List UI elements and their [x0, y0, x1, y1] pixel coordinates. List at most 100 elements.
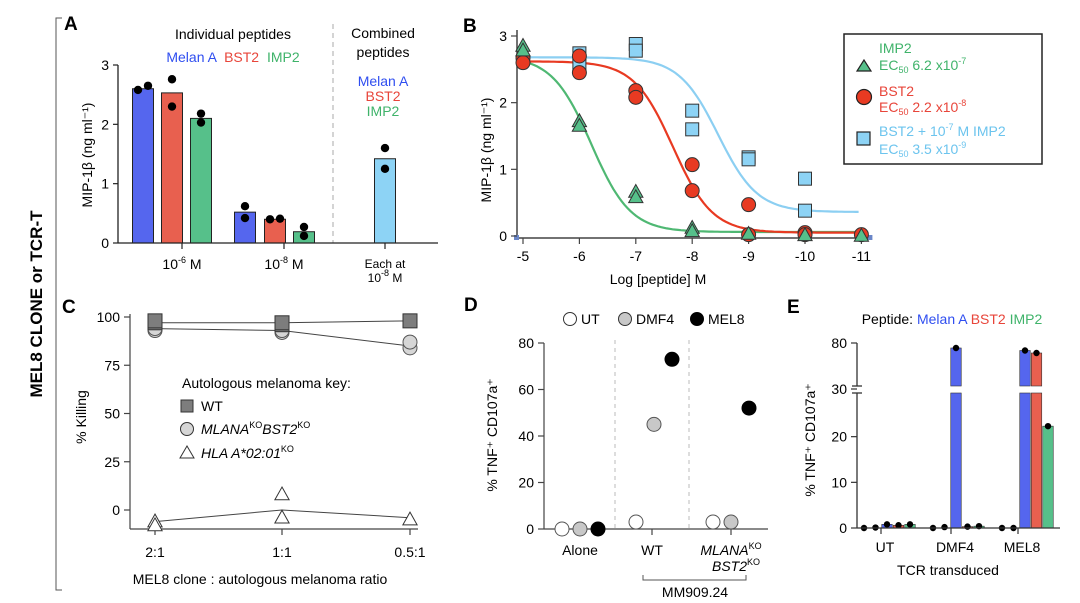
bar-imp2 — [1042, 425, 1054, 529]
bar-melan-a — [132, 88, 154, 244]
data-point — [380, 143, 390, 153]
data-point-square — [798, 203, 812, 218]
legend-bst2: BST2 — [224, 49, 259, 65]
legend-imp2-marker — [855, 58, 873, 72]
data-point — [1021, 347, 1029, 354]
data-point-ut — [705, 514, 721, 530]
legend-ut-label: UT — [581, 311, 600, 327]
data-point-triangle — [147, 516, 163, 532]
data-point-triangle — [515, 42, 531, 57]
legend-imp2-name: IMP2 — [879, 40, 912, 56]
bar-melan-a — [1019, 350, 1031, 387]
panel-a-ylabel: MIP-1β (ng ml⁻¹) — [79, 103, 95, 208]
data-point — [167, 75, 177, 84]
panel-c-ytick-label: 50 — [104, 406, 120, 422]
panel-e-title: Peptide: Melan A BST2 IMP2 — [862, 311, 1043, 327]
panel-e-ytick-label: 10 — [831, 474, 847, 490]
data-point — [941, 523, 948, 531]
panel-d-ytick-label: 60 — [518, 382, 534, 398]
data-point-circle — [684, 183, 700, 199]
panel-a-xtick-label: 10-6 M — [162, 255, 201, 272]
legend-e-imp2: IMP2 — [1010, 311, 1043, 327]
data-point — [299, 222, 309, 232]
panel-a-chart: Individual peptides Melan A BST2 IMP2 Co… — [79, 24, 438, 285]
data-point-triangle — [740, 225, 757, 240]
data-point-square — [741, 152, 756, 167]
data-point-triangle — [274, 509, 290, 524]
legend-bst2-marker — [855, 88, 873, 106]
combined-legend-melan-a: Melan A — [358, 73, 409, 89]
data-point-circle — [571, 48, 587, 64]
panel-d-axes: 0 20 40 60 80 — [518, 335, 768, 537]
panel-e-ylabel: % TNF⁺ CD107a⁺ — [802, 383, 818, 496]
data-point — [196, 118, 206, 127]
panel-c-xlabel: MEL8 clone : autologous melanoma ratio — [133, 571, 388, 587]
legend-dmf4-marker — [618, 312, 632, 326]
data-point-circle — [402, 334, 418, 350]
panel-d-points — [554, 351, 757, 537]
panel-a-ytick-label: 2 — [101, 116, 109, 132]
data-point — [167, 102, 177, 111]
panel-d-ylabel: % TNF⁺ CD107a⁺ — [484, 378, 500, 491]
data-point-square — [147, 313, 163, 329]
panel-d-bracket — [642, 575, 747, 581]
panel-d-legend: UT DMF4 MEL8 — [563, 311, 745, 327]
data-point-triangle — [797, 226, 813, 242]
panel-c-ylabel: % Killing — [73, 390, 89, 444]
panel-b-xtick-label: -11 — [852, 248, 871, 264]
panel-b-points — [515, 37, 870, 243]
panel-b-axis-end-marker — [867, 235, 873, 240]
data-point — [299, 231, 309, 241]
side-label: MEL8 CLONE or TCR-T — [27, 210, 46, 398]
data-point-square — [685, 122, 700, 137]
panel-a-xtick-label: 10-8 M — [264, 255, 303, 272]
panel-b-xtick-label: -8 — [686, 248, 699, 264]
panel-e-bars — [860, 344, 1054, 532]
panel-e-chart: Peptide: Melan A BST2 IMP2 % TNF⁺ CD107a… — [802, 311, 1060, 578]
panel-e-ytick-label: 80 — [831, 335, 847, 351]
data-point — [964, 523, 971, 530]
data-point-circle — [628, 89, 644, 105]
panel-c-ytick-label: 75 — [104, 357, 120, 373]
data-point-triangle — [853, 227, 870, 242]
side-bracket — [55, 17, 62, 591]
data-point-triangle — [684, 222, 701, 238]
data-point — [380, 164, 390, 174]
legend-dmf4-label: DMF4 — [636, 311, 674, 327]
panel-label-a: A — [64, 14, 78, 35]
panel-d-ytick-label: 0 — [526, 521, 534, 537]
data-point-ut — [628, 514, 644, 530]
legend-mel8-marker — [690, 312, 704, 326]
data-point-dmf4 — [572, 521, 588, 537]
legend-bst2-ec50: EC50 2.2 x10-8 — [879, 98, 966, 117]
legend-ut-marker — [563, 312, 577, 326]
data-point-square — [798, 171, 812, 186]
bar-imp2 — [190, 117, 212, 244]
legend-e-bst2: BST2 — [971, 311, 1006, 327]
panel-b-axis-start-marker — [514, 235, 519, 240]
panel-c-legend-title: Autologous melanoma key: — [182, 375, 351, 391]
data-point-circle — [684, 157, 700, 173]
legend-dko-marker — [180, 422, 194, 436]
panel-e-ytick-label: 20 — [831, 429, 847, 445]
panel-b-xlabel: Log [peptide] M — [610, 271, 707, 287]
data-point-triangle — [274, 486, 290, 501]
legend-e-melan-a: Melan A — [917, 311, 968, 327]
panel-d-bracket-label: MM909.24 — [662, 584, 728, 600]
legend-hla-label: HLA A*02:01KO — [201, 444, 294, 461]
panel-b-legend: IMP2 EC50 6.2 x10-7 BST2 EC50 2.2 x10-8 … — [843, 33, 1043, 165]
panel-e-axes: 0 10 20 30 80 UT DMF4 MEL8 — [831, 335, 1060, 555]
bar-bst2 — [161, 92, 183, 244]
data-point-square — [274, 315, 290, 331]
data-point-square — [685, 103, 700, 118]
data-point — [133, 85, 143, 95]
panel-c-chart: % Killing MEL8 clone : autologous melano… — [73, 309, 426, 587]
panel-b-ylabel: MIP-1β (ng ml⁻¹) — [478, 98, 494, 203]
bar-melan-a — [1019, 392, 1031, 529]
data-point — [1033, 349, 1040, 357]
data-point — [1044, 422, 1052, 430]
panel-a-title-combined-2: peptides — [357, 44, 410, 60]
panel-e-ytick-label: 0 — [839, 520, 847, 536]
panel-a-title-individual: Individual peptides — [175, 26, 291, 42]
panel-d-chart: UT DMF4 MEL8 % TNF⁺ CD107a⁺ 0 20 40 60 80 Al… — [484, 311, 768, 600]
